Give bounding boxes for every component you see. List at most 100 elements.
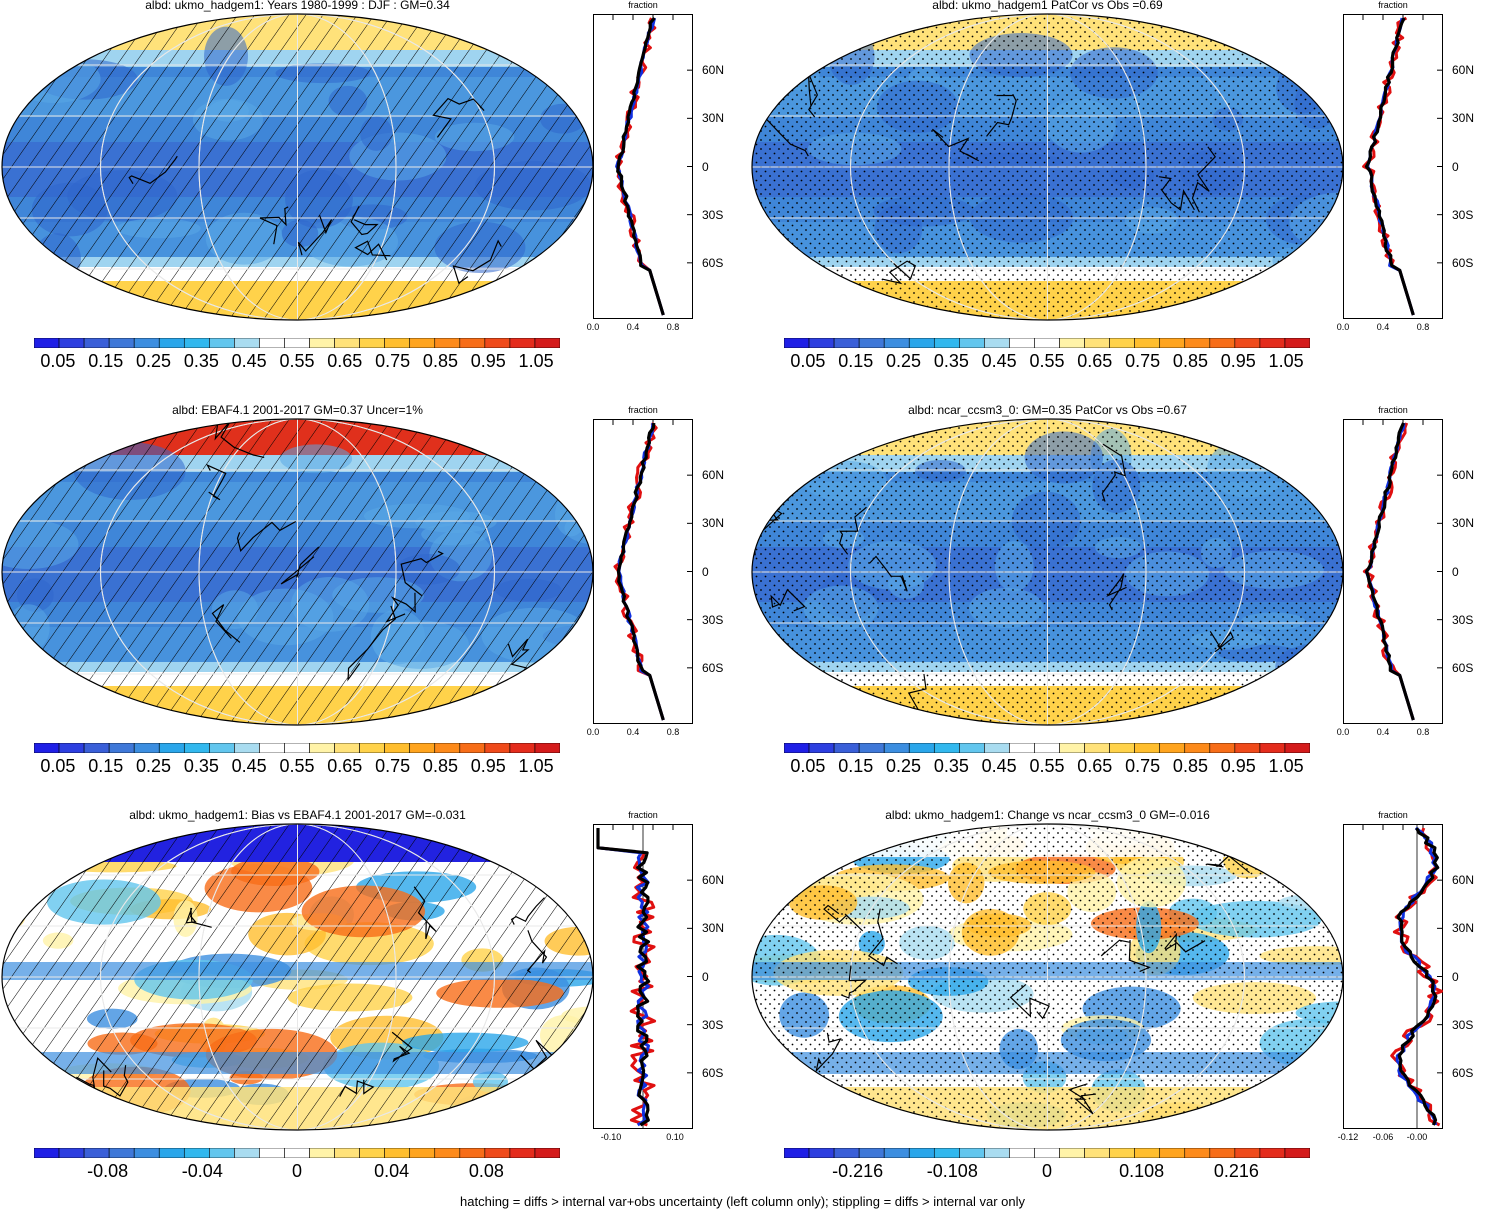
colorbar-swatch bbox=[58, 1148, 85, 1158]
colorbar-swatch bbox=[534, 1148, 560, 1158]
colorbar-labels: 0.05 0.15 0.25 0.35 0.45 0.55 0.65 0.75 0.85 0.95… bbox=[34, 351, 560, 375]
colorbar-tick-label: 0.35 bbox=[933, 756, 969, 776]
colorbar-swatch bbox=[1284, 743, 1310, 753]
colorbar-tick-label: 0.108 bbox=[1119, 1161, 1165, 1181]
colorbar-swatch bbox=[509, 1148, 536, 1158]
colorbar-swatch bbox=[434, 1148, 461, 1158]
colorbar-labels: 0.05 0.15 0.25 0.35 0.45 0.55 0.65 0.75 0.85 0.95… bbox=[784, 756, 1310, 780]
zonal-axis-title: fraction bbox=[1378, 0, 1408, 10]
colorbar-swatch bbox=[1109, 1148, 1135, 1158]
colorbar-swatch bbox=[933, 743, 960, 753]
colorbar-swatch bbox=[908, 1148, 935, 1158]
colorbar-tick-label: 0.45 bbox=[231, 756, 267, 776]
lat-tick-label: 0 bbox=[1452, 159, 1459, 174]
colorbar-swatch bbox=[384, 743, 411, 753]
colorbar-labels: -0.216 -0.108 0 0.108 0.216 bbox=[784, 1161, 1310, 1185]
lat-tick-label: 60S bbox=[702, 660, 724, 675]
lat-tick-label: 60S bbox=[1452, 255, 1474, 270]
colorbar-swatch bbox=[484, 1148, 511, 1158]
colorbar-swatch bbox=[1009, 1148, 1035, 1158]
zonal-x-tick-label: 0.4 bbox=[1376, 727, 1390, 737]
colorbar-swatch bbox=[1234, 1148, 1261, 1158]
colorbar-swatch bbox=[1259, 338, 1286, 348]
zonal-mean-plot bbox=[593, 14, 693, 319]
colorbar-tick-label: 0.85 bbox=[1172, 351, 1208, 371]
colorbar-swatch bbox=[1284, 338, 1310, 348]
colorbar-swatch bbox=[133, 1148, 160, 1158]
zonal-x-tick-label: 0.0 bbox=[586, 322, 600, 332]
colorbar-tick-label: 0.75 bbox=[375, 756, 411, 776]
colorbar-swatch bbox=[133, 743, 160, 753]
zonal-x-tick-label: 0.4 bbox=[626, 322, 640, 332]
colorbar-swatch bbox=[183, 743, 210, 753]
colorbar-tick-label: -0.08 bbox=[87, 1161, 129, 1181]
colorbar-tick-label: 0.45 bbox=[981, 756, 1017, 776]
robinson-map bbox=[751, 823, 1344, 1131]
colorbar-tick-label: 0.05 bbox=[790, 351, 826, 371]
map-panel-p3: albd: EBAF4.1 2001-2017 GM=0.37 Uncer=1%… bbox=[0, 403, 735, 800]
colorbar-swatch bbox=[309, 743, 335, 753]
colorbar-tick-label: 0.15 bbox=[838, 351, 874, 371]
colorbar-swatch bbox=[1034, 1148, 1060, 1158]
zonal-axis-title: fraction bbox=[1378, 810, 1408, 820]
colorbar-tick-label: 0.25 bbox=[136, 351, 172, 371]
colorbar-tick-label: 0.35 bbox=[933, 351, 969, 371]
map-panel-p1: albd: ukmo_hadgem1: Years 1980-1999 : DJ… bbox=[0, 0, 735, 395]
colorbar-swatch bbox=[1209, 743, 1236, 753]
colorbar-swatch bbox=[58, 338, 85, 348]
lat-tick-label: 30N bbox=[1452, 921, 1475, 936]
zonal-x-tick-label: 0.4 bbox=[626, 727, 640, 737]
colorbar-swatch bbox=[209, 1148, 235, 1158]
lat-tick-label: 60N bbox=[702, 468, 725, 483]
colorbar-swatch bbox=[209, 743, 235, 753]
colorbar-swatch bbox=[183, 338, 210, 348]
colorbar-swatch bbox=[384, 338, 411, 348]
colorbar-swatch bbox=[833, 743, 860, 753]
colorbar-swatch bbox=[58, 743, 85, 753]
colorbar-labels: 0.05 0.15 0.25 0.35 0.45 0.55 0.65 0.75 0.85 0.95… bbox=[784, 351, 1310, 375]
zonal-x-tick-label: 0.8 bbox=[1416, 322, 1430, 332]
lat-tick-label: 0 bbox=[702, 969, 709, 984]
colorbar-tick-label: 0.25 bbox=[886, 351, 922, 371]
lat-tick-label: 0 bbox=[1452, 969, 1459, 984]
colorbar-swatch bbox=[1084, 743, 1110, 753]
lat-tick-label: 30S bbox=[1452, 207, 1474, 222]
colorbar-tick-label: 0.45 bbox=[231, 351, 267, 371]
colorbar-swatch bbox=[234, 743, 260, 753]
colorbar-tick-label: 0.05 bbox=[790, 756, 826, 776]
colorbar-tick-label: 0.08 bbox=[468, 1161, 504, 1181]
colorbar bbox=[784, 1148, 1310, 1158]
colorbar-tick-label: 0.55 bbox=[1029, 756, 1065, 776]
colorbar-labels: 0.05 0.15 0.25 0.35 0.45 0.55 0.65 0.75 0.85 0.95… bbox=[34, 756, 560, 780]
colorbar-swatch bbox=[808, 338, 835, 348]
colorbar-tick-label: -0.108 bbox=[926, 1161, 978, 1181]
colorbar-tick-label: 0.75 bbox=[375, 351, 411, 371]
colorbar-swatch bbox=[808, 1148, 835, 1158]
colorbar-tick-label: 1.05 bbox=[518, 351, 554, 371]
colorbar-swatch bbox=[833, 1148, 860, 1158]
colorbar-swatch bbox=[34, 743, 60, 753]
colorbar-swatch bbox=[34, 1148, 60, 1158]
colorbar-tick-label: 0.55 bbox=[279, 756, 315, 776]
lat-tick-label: 60S bbox=[1452, 1065, 1474, 1080]
panel-title: albd: ukmo_hadgem1: Years 1980-1999 : DJ… bbox=[145, 0, 450, 12]
zonal-x-tick-label: 0.0 bbox=[1336, 727, 1350, 737]
colorbar-swatch bbox=[1059, 743, 1085, 753]
colorbar-swatch bbox=[858, 743, 885, 753]
colorbar-swatch bbox=[1184, 1148, 1211, 1158]
colorbar-swatch bbox=[34, 338, 60, 348]
colorbar-swatch bbox=[409, 338, 436, 348]
colorbar bbox=[34, 338, 560, 348]
zonal-axis-title: fraction bbox=[1378, 405, 1408, 415]
panel-title: albd: ukmo_hadgem1 PatCor vs Obs =0.69 bbox=[932, 0, 1163, 12]
lat-tick-label: 60S bbox=[702, 255, 724, 270]
lat-tick-label: 60N bbox=[702, 63, 725, 78]
colorbar-swatch bbox=[784, 1148, 810, 1158]
colorbar-tick-label: 0.85 bbox=[422, 756, 458, 776]
colorbar-swatch bbox=[1184, 338, 1211, 348]
colorbar-tick-label: 0.95 bbox=[1220, 756, 1256, 776]
lat-tick-label: 60S bbox=[1452, 660, 1474, 675]
colorbar-swatch bbox=[1259, 743, 1286, 753]
colorbar-tick-label: 0.15 bbox=[88, 756, 124, 776]
colorbar-swatch bbox=[158, 1148, 185, 1158]
